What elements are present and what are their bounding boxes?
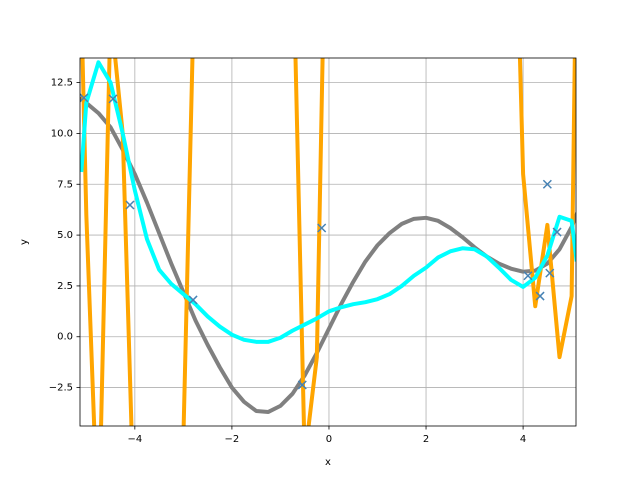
ticks: −4 −2 0 2 4 −2.5 0.0 2.5 5.0 7.5 10.0 12.5 xyxy=(49,78,527,445)
scatter-point xyxy=(542,179,552,189)
y-tick-label: 2.5 xyxy=(57,281,73,292)
x-tick-label: 4 xyxy=(520,434,526,445)
x-tick-label: −4 xyxy=(127,434,142,445)
x-tick-label: 2 xyxy=(423,434,429,445)
y-tick-label: 10.0 xyxy=(51,128,73,139)
y-tick-label: 5.0 xyxy=(57,230,73,241)
y-tick-label: 7.5 xyxy=(57,179,73,190)
scatter-point xyxy=(523,271,533,281)
y-tick-label: −2.5 xyxy=(49,383,73,394)
y-tick-label: 12.5 xyxy=(51,78,73,89)
x-tick-label: 0 xyxy=(326,434,332,445)
y-tick-label: 0.0 xyxy=(57,332,73,343)
scatter-point xyxy=(297,380,307,390)
scatter-point xyxy=(125,200,135,210)
y-axis-label: y xyxy=(19,239,30,245)
plot-area xyxy=(80,58,576,426)
scatter-point xyxy=(188,295,198,305)
x-axis-label: x xyxy=(325,457,331,468)
scatter-point xyxy=(545,268,555,278)
series-line xyxy=(80,60,576,344)
grid xyxy=(80,58,576,426)
x-tick-label: −2 xyxy=(225,434,240,445)
scatter-point xyxy=(80,93,89,103)
axes-frame xyxy=(79,57,577,427)
scatter-point xyxy=(108,94,118,104)
scatter-point xyxy=(535,291,545,301)
scatter-point xyxy=(552,227,562,237)
scatter-point xyxy=(317,223,327,233)
series-line xyxy=(80,96,576,414)
